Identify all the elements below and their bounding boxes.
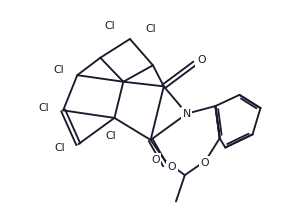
Text: Cl: Cl — [38, 103, 49, 113]
Text: Cl: Cl — [104, 21, 115, 31]
Text: O: O — [167, 162, 176, 172]
Text: Cl: Cl — [106, 131, 117, 141]
Text: N: N — [183, 109, 191, 119]
Text: Cl: Cl — [53, 65, 64, 75]
Text: O: O — [151, 155, 160, 165]
Text: O: O — [197, 55, 206, 65]
Text: Cl: Cl — [54, 142, 65, 153]
Text: Cl: Cl — [145, 24, 156, 34]
Text: O: O — [200, 158, 209, 168]
